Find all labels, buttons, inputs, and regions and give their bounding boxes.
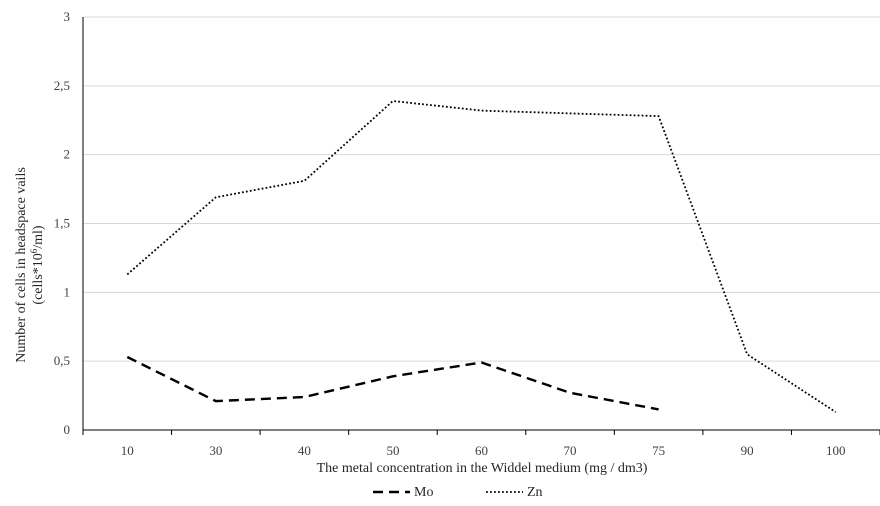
y-tick-label: 0 xyxy=(64,422,71,437)
x-tick-label: 90 xyxy=(741,443,754,458)
y-axis-title-line1: Number of cells in headspace vails xyxy=(14,167,29,363)
y-tick-label: 2,5 xyxy=(54,78,70,93)
series-lines xyxy=(126,100,837,413)
y-axis-title-unit-post: /ml) xyxy=(31,225,46,249)
x-tick-label: 75 xyxy=(652,443,665,458)
gridlines xyxy=(83,16,880,362)
legend-label-mo: Mo xyxy=(414,485,433,500)
x-tick-label: 100 xyxy=(826,443,846,458)
x-tick-label: 60 xyxy=(475,443,488,458)
x-tick-label: 50 xyxy=(386,443,399,458)
y-tick-label: 2 xyxy=(64,147,71,162)
x-axis-title: The metal concentration in the Widdel me… xyxy=(317,461,648,476)
y-axis-title-unit-sup: 6 xyxy=(29,248,39,253)
x-tick-label: 70 xyxy=(564,443,577,458)
y-tick-labels: 0 0,5 1 1,5 2 2,5 3 xyxy=(54,9,70,437)
series-line-mo xyxy=(126,355,659,411)
series-line-zn xyxy=(126,100,837,413)
y-axis-title: Number of cells in headspace vails (cell… xyxy=(14,167,46,363)
y-tick-label: 0,5 xyxy=(54,353,70,368)
x-tick-label: 40 xyxy=(298,443,311,458)
y-axis-title-unit-pre: (cells*10 xyxy=(31,253,46,304)
y-axis-title-line2: (cells*106/ml) xyxy=(29,225,46,304)
legend-label-zn: Zn xyxy=(527,485,543,500)
x-tick-label: 10 xyxy=(121,443,134,458)
x-tick-label: 30 xyxy=(209,443,222,458)
legend: Mo Zn xyxy=(373,485,543,500)
y-tick-label: 3 xyxy=(64,9,71,24)
axes xyxy=(82,17,880,431)
x-tick-labels: 10 30 40 50 60 70 75 90 100 xyxy=(82,430,880,458)
y-tick-label: 1,5 xyxy=(54,216,70,231)
y-tick-label: 1 xyxy=(64,284,71,299)
